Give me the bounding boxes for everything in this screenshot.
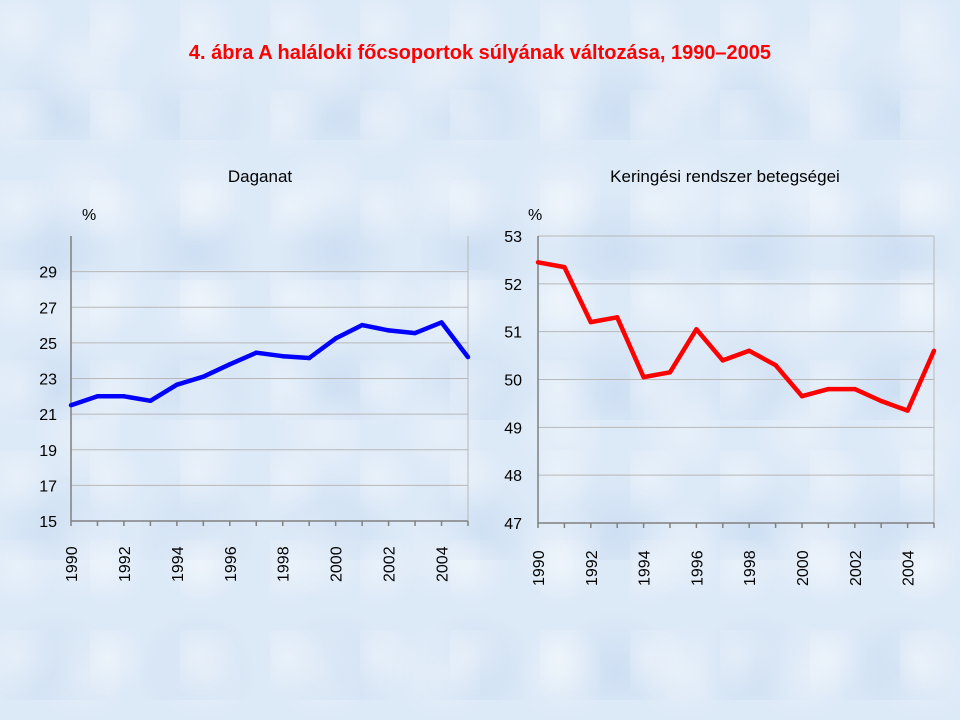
- x-tick-label: 1990: [531, 550, 548, 586]
- y-tick-label: 52: [504, 277, 522, 294]
- data-point: [615, 315, 620, 320]
- x-tick-label: 1996: [689, 550, 706, 586]
- y-tick-label: 51: [504, 325, 522, 342]
- y-tick-label: 53: [504, 229, 522, 246]
- data-point: [931, 348, 937, 353]
- data-point: [386, 328, 391, 333]
- data-point: [121, 394, 127, 399]
- series-line: [70, 320, 470, 408]
- y-tick-label: 29: [39, 265, 57, 282]
- y-unit-label: %: [82, 207, 96, 224]
- x-tick-label: 2002: [382, 546, 399, 582]
- data-point: [694, 327, 699, 332]
- x-tick-label: 1992: [117, 546, 134, 582]
- main-title: 4. ábra A haláloki főcsoportok súlyának …: [188, 42, 772, 64]
- data-point: [773, 362, 778, 368]
- y-tick-label: 49: [504, 420, 522, 437]
- x-tick-label: 2004: [435, 546, 452, 582]
- chart-title: Daganat: [228, 167, 293, 186]
- data-point: [280, 354, 285, 359]
- x-tick-label: 1998: [276, 546, 293, 582]
- y-tick-label: 17: [39, 478, 57, 495]
- data-point: [720, 358, 725, 363]
- data-point: [747, 348, 752, 353]
- x-tick-label: 1992: [584, 550, 601, 586]
- data-point: [799, 394, 805, 399]
- data-point: [465, 354, 471, 360]
- y-tick-label: 50: [504, 373, 522, 390]
- data-point: [879, 398, 884, 404]
- data-point: [562, 264, 567, 270]
- x-tick-label: 2002: [848, 550, 865, 586]
- x-tick-label: 1990: [64, 546, 81, 582]
- y-tick-label: 48: [504, 468, 522, 485]
- data-point: [68, 403, 74, 408]
- y-tick-label: 47: [504, 516, 522, 533]
- data-point: [307, 355, 312, 361]
- data-point: [201, 374, 206, 379]
- data-point: [95, 394, 100, 399]
- data-point: [333, 336, 338, 341]
- data-point: [254, 350, 259, 355]
- y-tick-label: 25: [39, 336, 57, 353]
- chart-keringesi: Keringési rendszer betegségei% 47 48 49 50 51…: [504, 167, 937, 586]
- data-point: [148, 398, 153, 403]
- y-unit-label: %: [528, 207, 542, 224]
- chart-title: Keringési rendszer betegségei: [610, 167, 840, 186]
- x-tick-label: 1994: [170, 546, 187, 582]
- data-point: [826, 386, 831, 392]
- x-tick-label: 2000: [795, 550, 812, 586]
- data-point: [905, 408, 910, 413]
- data-point: [535, 260, 541, 265]
- data-point: [359, 322, 365, 328]
- y-tick-label: 15: [39, 514, 57, 531]
- series-line: [537, 260, 937, 413]
- data-point: [852, 386, 857, 392]
- data-point: [588, 319, 593, 325]
- data-point: [174, 382, 180, 387]
- data-point: [641, 374, 646, 380]
- y-tick-label: 21: [39, 407, 57, 424]
- y-tick-label: 27: [39, 300, 57, 317]
- x-tick-label: 1994: [637, 550, 654, 586]
- x-tick-label: 2004: [901, 550, 918, 586]
- data-point: [227, 362, 232, 367]
- chart-daganat: Daganat% 15 17 19 21 23 25 27 29 1990 1992 1994 1996…: [39, 167, 471, 582]
- data-point: [439, 320, 444, 325]
- x-tick-label: 1996: [223, 546, 240, 582]
- y-tick-label: 23: [39, 372, 57, 389]
- data-point: [412, 330, 418, 336]
- data-point: [667, 370, 673, 375]
- y-tick-label: 19: [39, 443, 57, 460]
- x-tick-label: 2000: [329, 546, 346, 582]
- x-tick-label: 1998: [742, 550, 759, 586]
